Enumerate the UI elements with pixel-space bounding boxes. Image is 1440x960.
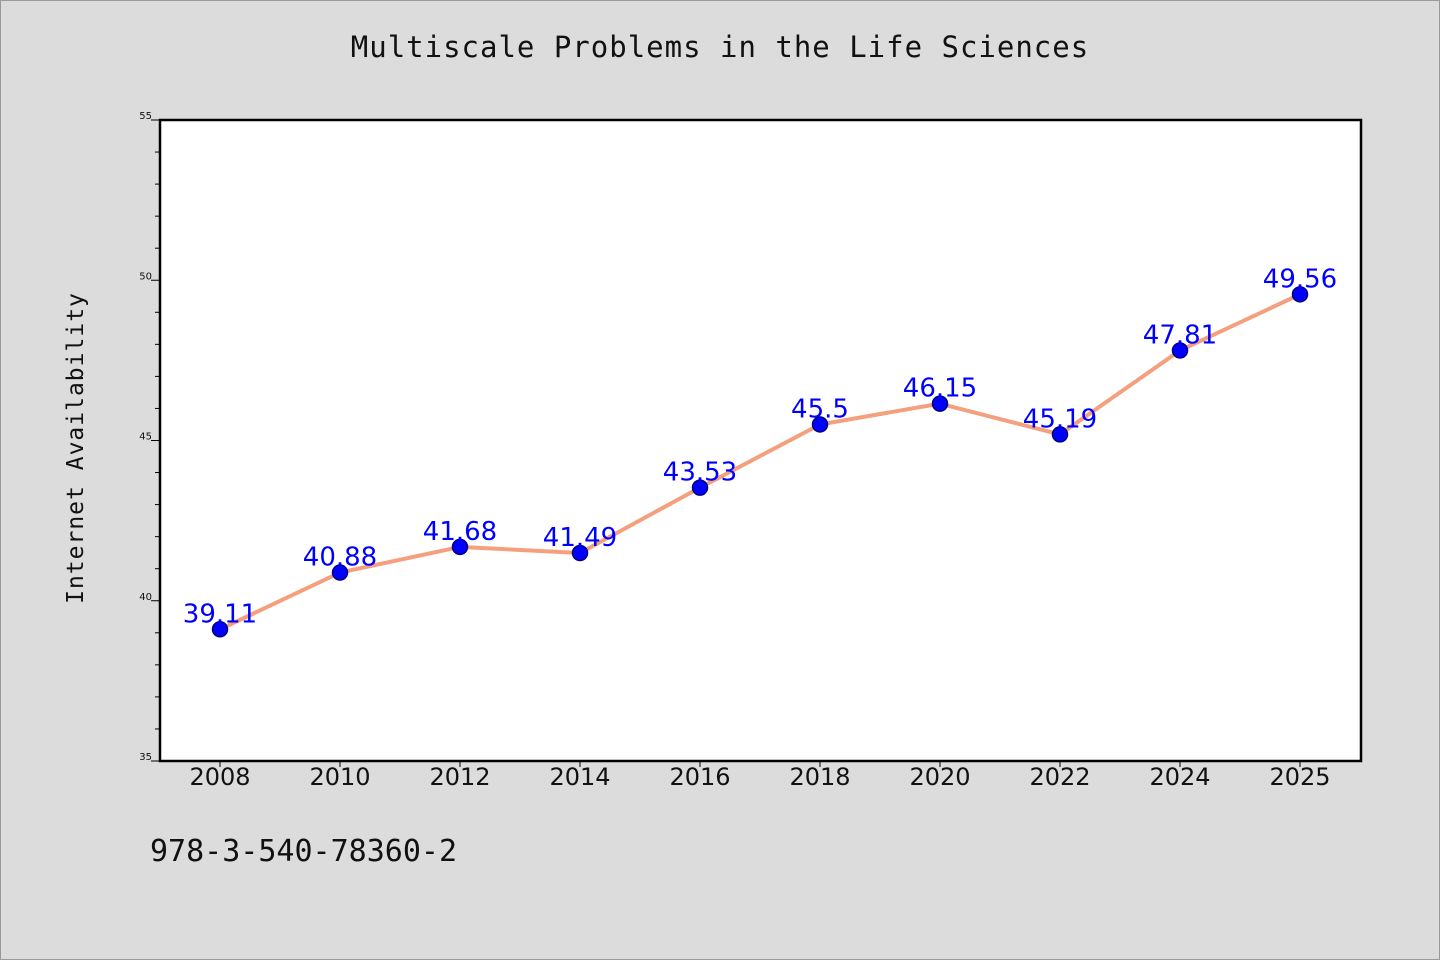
data-label: 49.56 [1263, 264, 1337, 294]
x-tick-label: 2012 [429, 763, 490, 791]
data-point [811, 416, 829, 433]
x-tick-label: 2010 [309, 763, 370, 791]
data-label: 41.68 [423, 517, 497, 547]
x-tick-label: 2020 [909, 763, 970, 791]
data-point [331, 564, 349, 581]
data-point [691, 479, 709, 496]
y-tick-label: 55 [139, 111, 152, 122]
data-label: 46.15 [903, 374, 977, 404]
x-tick-label: 2025 [1269, 763, 1330, 791]
x-tick-label: 2014 [549, 763, 610, 791]
data-point [451, 538, 469, 556]
data-labels: 39.11 40.88 41.68 41.49 43.53 45.5 46.15 45.19 4… [183, 264, 1337, 629]
data-point [1291, 286, 1309, 303]
data-point [1051, 426, 1069, 443]
series-markers [211, 286, 1309, 638]
data-label: 45.5 [791, 394, 849, 424]
y-axis: 35 40 45 50 55 [139, 111, 160, 763]
plot-area [158, 118, 1363, 763]
data-label: 40.88 [303, 543, 377, 573]
data-label: 47.81 [1143, 320, 1217, 350]
chart-title: Multiscale Problems in the Life Sciences [350, 30, 1090, 64]
data-label: 43.53 [663, 458, 737, 488]
x-tick-label: 2024 [1149, 763, 1210, 791]
y-tick-label: 50 [139, 271, 152, 282]
y-tick-label: 35 [139, 752, 152, 763]
y-tick-label: 45 [139, 432, 152, 443]
data-point [211, 621, 229, 638]
x-tick-label: 2008 [189, 763, 250, 791]
data-point [931, 395, 949, 412]
data-label: 41.49 [543, 523, 617, 553]
x-axis: 2008 2010 2012 2014 2016 2018 2020 2022 2024 2025 [189, 761, 1331, 791]
series-line [219, 292, 1301, 632]
data-label: 45.19 [1023, 404, 1097, 434]
x-tick-label: 2016 [669, 763, 730, 791]
data-point [571, 544, 589, 562]
data-point [1171, 342, 1189, 359]
footnote-text: 978-3-540-78360-2 [150, 834, 458, 869]
x-tick-label: 2018 [789, 763, 850, 791]
data-label: 39.11 [183, 599, 257, 629]
x-tick-label: 2022 [1029, 763, 1090, 791]
y-tick-label: 40 [139, 592, 152, 603]
